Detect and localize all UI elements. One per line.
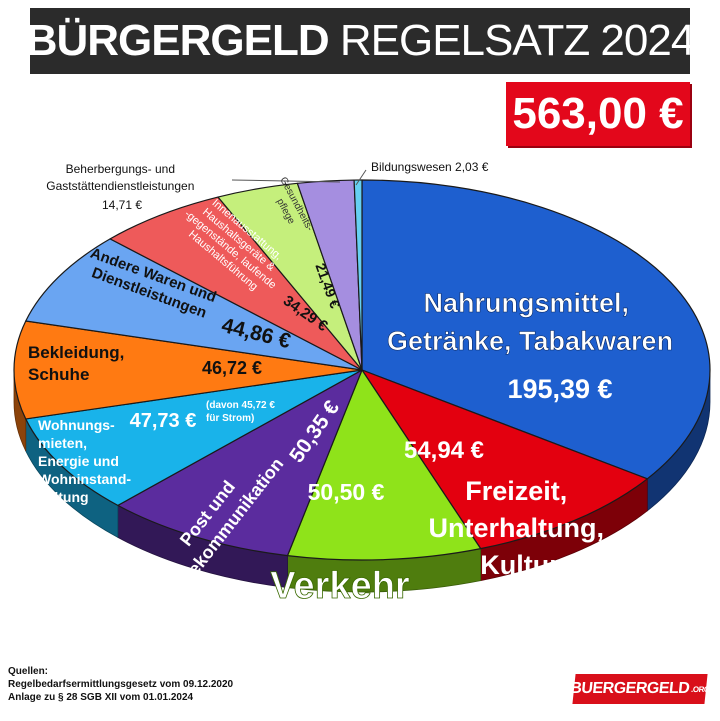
pie-slice-0: [361, 179, 711, 480]
label-wohnen-line4: Wohninstand-: [38, 471, 131, 487]
pie-slice-1: [361, 369, 648, 550]
source-line-1: Regelbedarfsermittlungsgesetz vom 09.12.…: [8, 679, 234, 690]
label-bekleidung: Bekleidung, Schuhe: [28, 343, 129, 384]
label-bekleidung-line2: Schuhe: [28, 365, 89, 384]
label-bekleidung-line1: Bekleidung,: [28, 343, 124, 362]
note-wohnen-line2: für Strom): [206, 413, 254, 424]
logo: BUERGERGELD .ORG: [569, 674, 711, 704]
label-beherbergung-line2: Gaststättendienstleistungen: [46, 179, 194, 193]
leader-beherbergung: [231, 179, 341, 183]
label-freizeit: Freizeit, Unterhaltung, Kultur: [428, 476, 611, 580]
label-wohnen: Wohnungs- mieten, Energie und Wohninstan…: [38, 417, 135, 505]
label-wohnen-line2: mieten,: [38, 435, 87, 451]
pie-slices: [13, 179, 711, 561]
source-line-2: Anlage zu § 28 SGB XII vom 01.01.2024: [8, 692, 194, 703]
label-nahrung-line1: Nahrungsmittel,: [423, 288, 629, 318]
label-beherbergung-line1: Beherbergungs- und: [66, 162, 175, 176]
pie-slice-2: [286, 369, 482, 561]
leader-bildung: [355, 169, 367, 186]
sources-heading: Quellen:: [8, 666, 49, 677]
sources: Quellen: Regelbedarfsermittlungsgesetz v…: [8, 665, 233, 704]
label-freizeit-line1: Freizeit,: [465, 476, 567, 506]
label-nahrung: Nahrungsmittel, Getränke, Tabakwaren: [387, 288, 673, 356]
label-nahrung-line2: Getränke, Tabakwaren: [387, 326, 673, 356]
label-freizeit-line3: Kultur: [480, 550, 560, 580]
value-freizeit: 54,94 €: [404, 437, 484, 464]
pie-slice-7: [109, 196, 363, 371]
label-wohnen-line1: Wohnungs-: [38, 417, 115, 433]
title-bar: BÜRGERGELD REGELSATZ 2024: [26, 8, 695, 74]
value-bekleidung: 46,72 €: [202, 358, 262, 378]
pie-slice-10: [353, 179, 363, 371]
label-verkehr: Verkehr: [270, 565, 410, 607]
note-wohnen-line1: (davon 45,72 €: [206, 400, 275, 411]
logo-suffix: .ORG: [690, 684, 711, 694]
pie-slice-6: [25, 238, 363, 371]
pie-depth: [13, 369, 711, 593]
title-bold: BÜRGERGELD: [25, 16, 330, 65]
note-wohnen: (davon 45,72 € für Strom): [206, 400, 278, 424]
pie-slice-3: [117, 369, 363, 557]
value-wohnen: 47,73 €: [130, 410, 197, 432]
logo-main: BUERGERGELD: [569, 680, 691, 697]
pie-slice-4: [25, 369, 363, 506]
label-beherbergung-line3: 14,71 €: [102, 198, 142, 212]
label-freizeit-line2: Unterhaltung,: [428, 513, 604, 543]
title-light: REGELSATZ 2024: [339, 16, 695, 65]
value-nahrung: 195,39 €: [507, 374, 612, 404]
chart-title: BÜRGERGELD REGELSATZ 2024: [25, 16, 696, 66]
label-beherbergung: Beherbergungs- und Gaststättendienstleis…: [46, 162, 197, 212]
value-verkehr: 50,50 €: [308, 479, 385, 505]
label-wohnen-line3: Energie und: [38, 453, 119, 469]
leader-lines: [231, 169, 367, 186]
label-wohnen-line5: haltung: [38, 489, 89, 505]
pie-slice-5: [13, 320, 363, 420]
label-bildung: Bildungswesen 2,03 €: [371, 160, 489, 174]
total-badge: 563,00 €: [506, 82, 690, 146]
